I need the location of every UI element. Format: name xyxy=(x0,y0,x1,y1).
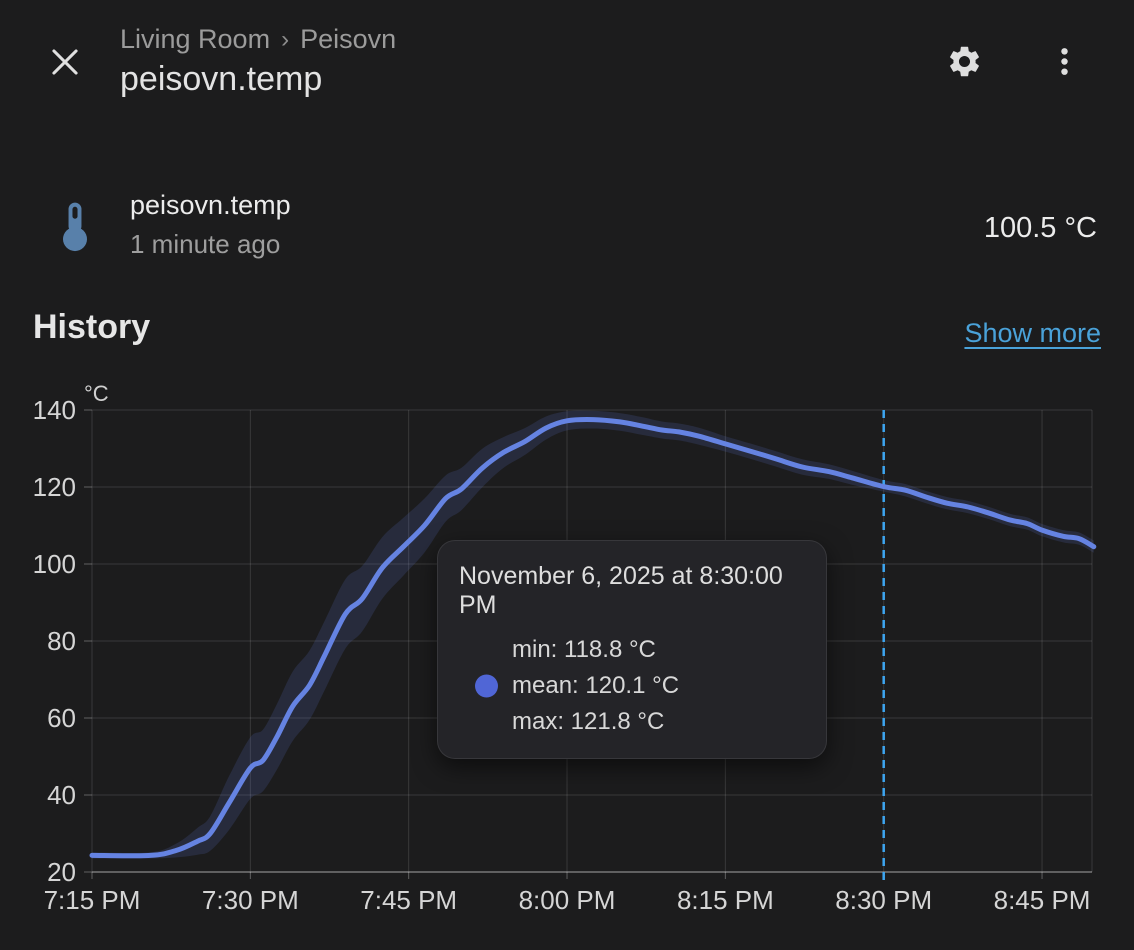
svg-text:40: 40 xyxy=(47,780,76,810)
svg-text:7:30 PM: 7:30 PM xyxy=(202,885,299,915)
entity-last-changed[interactable]: 1 minute ago xyxy=(130,229,281,259)
svg-text:7:15 PM: 7:15 PM xyxy=(44,885,141,915)
svg-text:20: 20 xyxy=(47,857,76,887)
tooltip-max-row: max: 121.8 °C xyxy=(512,708,665,735)
settings-button[interactable] xyxy=(942,42,986,84)
entity-name: peisovn.temp xyxy=(130,190,291,220)
svg-text:8:45 PM: 8:45 PM xyxy=(994,885,1091,915)
history-chart-canvas[interactable]: 140 120 100 80 60 40 207:15 PM 7:30 PM 7:45 PM 8:… xyxy=(0,375,1134,950)
history-chart[interactable]: 140 120 100 80 60 40 20 7:15 PM 7:30 PM 7:45 PM 8:… xyxy=(0,375,1134,950)
overflow-menu-button[interactable] xyxy=(1042,42,1086,84)
series-marker-icon xyxy=(475,674,498,698)
svg-text:7:45 PM: 7:45 PM xyxy=(360,885,457,915)
show-more-link[interactable]: Show more xyxy=(964,318,1101,348)
history-heading: History xyxy=(33,308,151,346)
svg-text:120: 120 xyxy=(33,472,76,502)
gear-icon xyxy=(946,43,983,83)
svg-text:°C: °C xyxy=(84,381,109,406)
breadcrumb-device[interactable]: Peisovn xyxy=(300,24,397,54)
tooltip-mean-text: mean: 120.1 °C xyxy=(512,672,680,699)
svg-text:8:30 PM: 8:30 PM xyxy=(835,885,932,915)
svg-text:8:00 PM: 8:00 PM xyxy=(519,885,616,915)
tooltip-min-row: min: 118.8 °C xyxy=(512,636,656,663)
svg-text:100: 100 xyxy=(33,549,76,579)
svg-text:60: 60 xyxy=(47,703,76,733)
chevron-right-icon: › xyxy=(281,25,290,53)
tooltip-timestamp: November 6, 2025 at 8:30:00 PM xyxy=(459,562,783,619)
breadcrumb-area[interactable]: Living Room xyxy=(120,24,271,54)
close-button[interactable] xyxy=(44,42,86,84)
svg-text:140: 140 xyxy=(33,395,76,425)
svg-text:80: 80 xyxy=(47,626,76,656)
close-icon xyxy=(46,48,84,84)
page-title: peisovn.temp xyxy=(120,60,323,98)
thermometer-icon xyxy=(47,198,103,258)
tooltip-mean-row: mean: 120.1 °C xyxy=(458,668,806,704)
breadcrumb: Living Room › Peisovn xyxy=(120,24,396,55)
svg-text:8:15 PM: 8:15 PM xyxy=(677,885,774,915)
entity-state-value: 100.5 °C xyxy=(983,212,1097,244)
chart-tooltip: November 6, 2025 at 8:30:00 PM min: 118.… xyxy=(437,540,827,759)
three-dots-icon xyxy=(1046,43,1083,83)
